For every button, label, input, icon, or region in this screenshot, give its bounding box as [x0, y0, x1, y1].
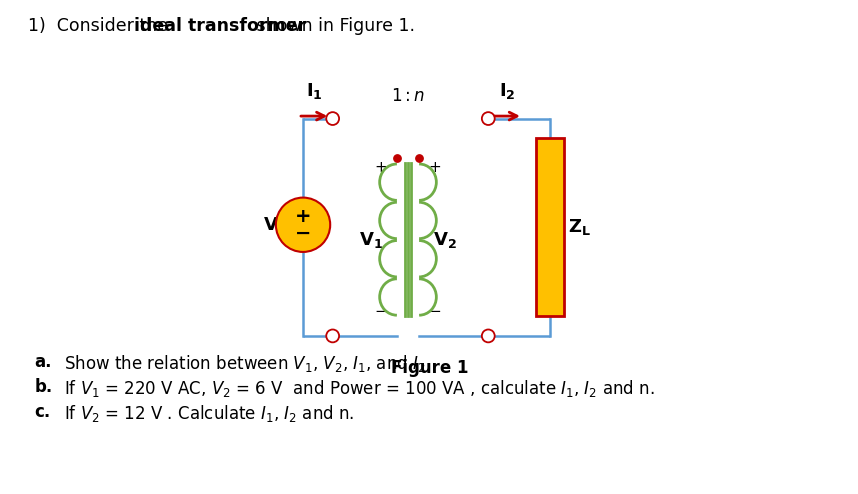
Text: −: − [428, 304, 441, 319]
Text: If $V_2$ = 12 V . Calculate $I_1$, $I_2$ and n.: If $V_2$ = 12 V . Calculate $I_1$, $I_2$… [64, 403, 355, 424]
Text: +: + [295, 207, 311, 226]
Text: b.: b. [34, 378, 52, 396]
Text: +: + [375, 161, 388, 175]
Text: shown in Figure 1.: shown in Figure 1. [251, 17, 414, 35]
Text: 1)  Consider the: 1) Consider the [28, 17, 174, 35]
Circle shape [482, 329, 495, 342]
Text: c.: c. [34, 403, 51, 420]
Circle shape [482, 112, 495, 125]
Circle shape [326, 329, 339, 342]
Text: ideal transformer: ideal transformer [134, 17, 306, 35]
Text: −: − [375, 304, 388, 319]
Circle shape [276, 198, 330, 252]
Text: +: + [428, 161, 441, 175]
Text: $\mathbf{Z_L}$: $\mathbf{Z_L}$ [568, 217, 591, 237]
Text: Figure 1: Figure 1 [391, 359, 469, 377]
Text: $1:n$: $1:n$ [391, 87, 425, 105]
Text: If $V_1$ = 220 V AC, $V_2$ = 6 V  and Power = 100 VA , calculate $I_1$, $I_2$ an: If $V_1$ = 220 V AC, $V_2$ = 6 V and Pow… [64, 378, 655, 399]
Text: a.: a. [34, 353, 51, 371]
Text: $\mathbf{I_1}$: $\mathbf{I_1}$ [305, 82, 323, 101]
Text: V: V [264, 216, 278, 234]
Bar [536, 138, 564, 316]
Text: −: − [295, 224, 311, 243]
Point [412, 154, 426, 162]
Point [390, 154, 404, 162]
Text: $\mathbf{I_2}$: $\mathbf{I_2}$ [498, 82, 516, 101]
Circle shape [326, 112, 339, 125]
Text: Show the relation between $V_1$, $V_2$, $I_1$, and $I_2$,: Show the relation between $V_1$, $V_2$, … [64, 353, 432, 374]
Text: $\mathbf{V_1}$: $\mathbf{V_1}$ [360, 230, 384, 249]
Text: $\mathbf{V_2}$: $\mathbf{V_2}$ [433, 230, 456, 249]
